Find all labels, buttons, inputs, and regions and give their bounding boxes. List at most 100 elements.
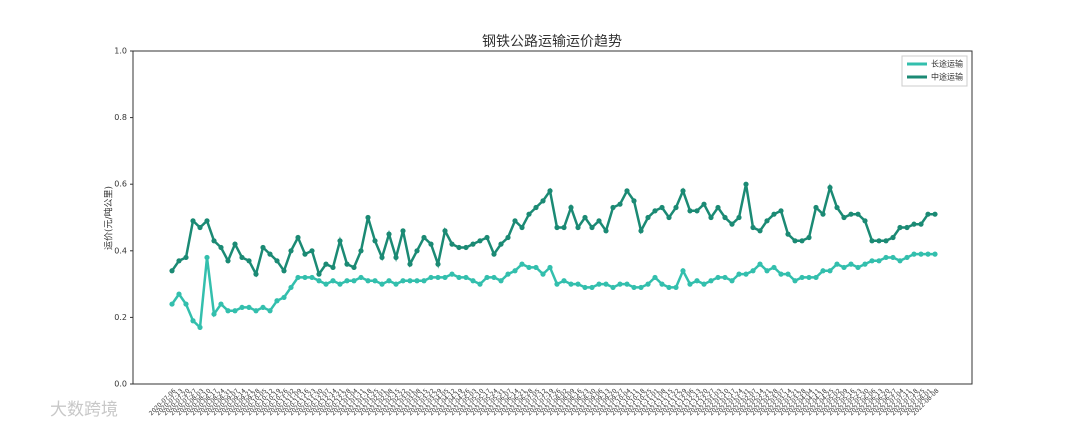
point: [708, 278, 714, 284]
point: [449, 271, 455, 277]
point: [302, 251, 308, 257]
point: [344, 261, 350, 267]
point: [568, 204, 574, 211]
point: [631, 198, 637, 204]
point: [351, 264, 357, 271]
point: [862, 261, 868, 267]
point: [428, 241, 434, 247]
point: [274, 258, 280, 264]
point: [834, 204, 840, 211]
point: [498, 278, 504, 284]
point: [554, 224, 560, 231]
point: [834, 261, 840, 267]
point: [477, 238, 483, 244]
point: [848, 261, 854, 267]
point: [295, 234, 301, 241]
point: [610, 284, 616, 291]
point: [764, 268, 770, 274]
point: [722, 274, 728, 281]
point: [925, 211, 931, 217]
point: [568, 281, 574, 287]
point: [715, 204, 721, 211]
point: [659, 281, 665, 287]
point: [295, 274, 301, 281]
point: [540, 198, 546, 204]
point: [694, 278, 700, 284]
point: [918, 221, 924, 227]
point: [169, 268, 175, 274]
point: [792, 238, 798, 244]
point: [225, 258, 231, 264]
point: [757, 261, 763, 267]
point: [799, 274, 805, 281]
point: [799, 238, 805, 244]
point: [925, 251, 931, 257]
legend-label: 中途运输: [931, 72, 963, 82]
point: [869, 238, 875, 244]
point: [680, 268, 686, 274]
point: [344, 278, 350, 284]
point: [883, 254, 889, 261]
point: [498, 241, 504, 247]
point: [869, 258, 875, 264]
point: [309, 248, 315, 254]
point: [652, 274, 658, 281]
point: [785, 271, 791, 277]
point: [491, 274, 497, 281]
point: [848, 211, 854, 217]
point: [372, 278, 378, 284]
point: [645, 214, 651, 221]
point: [841, 214, 847, 221]
point: [561, 278, 567, 284]
y-axis-label: 运价(元/吨公里): [103, 186, 115, 250]
point: [190, 218, 196, 224]
watermark: 大数跨境: [50, 400, 118, 420]
y-tick-label: 0.0: [114, 380, 127, 389]
point: [610, 204, 616, 211]
point: [771, 211, 777, 217]
point: [267, 308, 273, 314]
plot-frame: [132, 50, 973, 385]
point: [512, 268, 518, 274]
point: [750, 224, 756, 231]
point: [505, 271, 511, 277]
y-tick-label: 1.0: [114, 47, 127, 56]
point: [253, 271, 259, 277]
point: [743, 271, 749, 277]
point: [582, 284, 588, 291]
point: [484, 274, 490, 281]
point: [652, 208, 658, 214]
point: [316, 278, 322, 284]
point: [211, 238, 217, 244]
point: [428, 274, 434, 281]
point: [729, 278, 735, 284]
point: [435, 274, 441, 281]
point: [603, 228, 609, 234]
point: [197, 224, 203, 231]
point: [246, 304, 252, 311]
y-tick-label: 0.4: [114, 246, 127, 255]
point: [883, 238, 889, 244]
point: [820, 211, 826, 217]
point: [596, 281, 602, 287]
point: [806, 274, 812, 281]
point: [827, 184, 833, 191]
point: [533, 204, 539, 211]
point: [729, 221, 735, 227]
point: [687, 208, 693, 214]
point: [757, 228, 763, 234]
line: [170, 183, 935, 278]
point: [435, 261, 441, 267]
point: [575, 224, 581, 231]
point: [358, 274, 364, 281]
point: [932, 251, 938, 257]
point: [694, 208, 700, 214]
legend-label: 长途运输: [931, 59, 963, 69]
point: [911, 251, 917, 257]
point: [701, 281, 707, 287]
point: [197, 324, 203, 330]
point: [904, 224, 910, 231]
point: [771, 264, 777, 271]
point: [414, 248, 420, 254]
point: [442, 228, 448, 234]
